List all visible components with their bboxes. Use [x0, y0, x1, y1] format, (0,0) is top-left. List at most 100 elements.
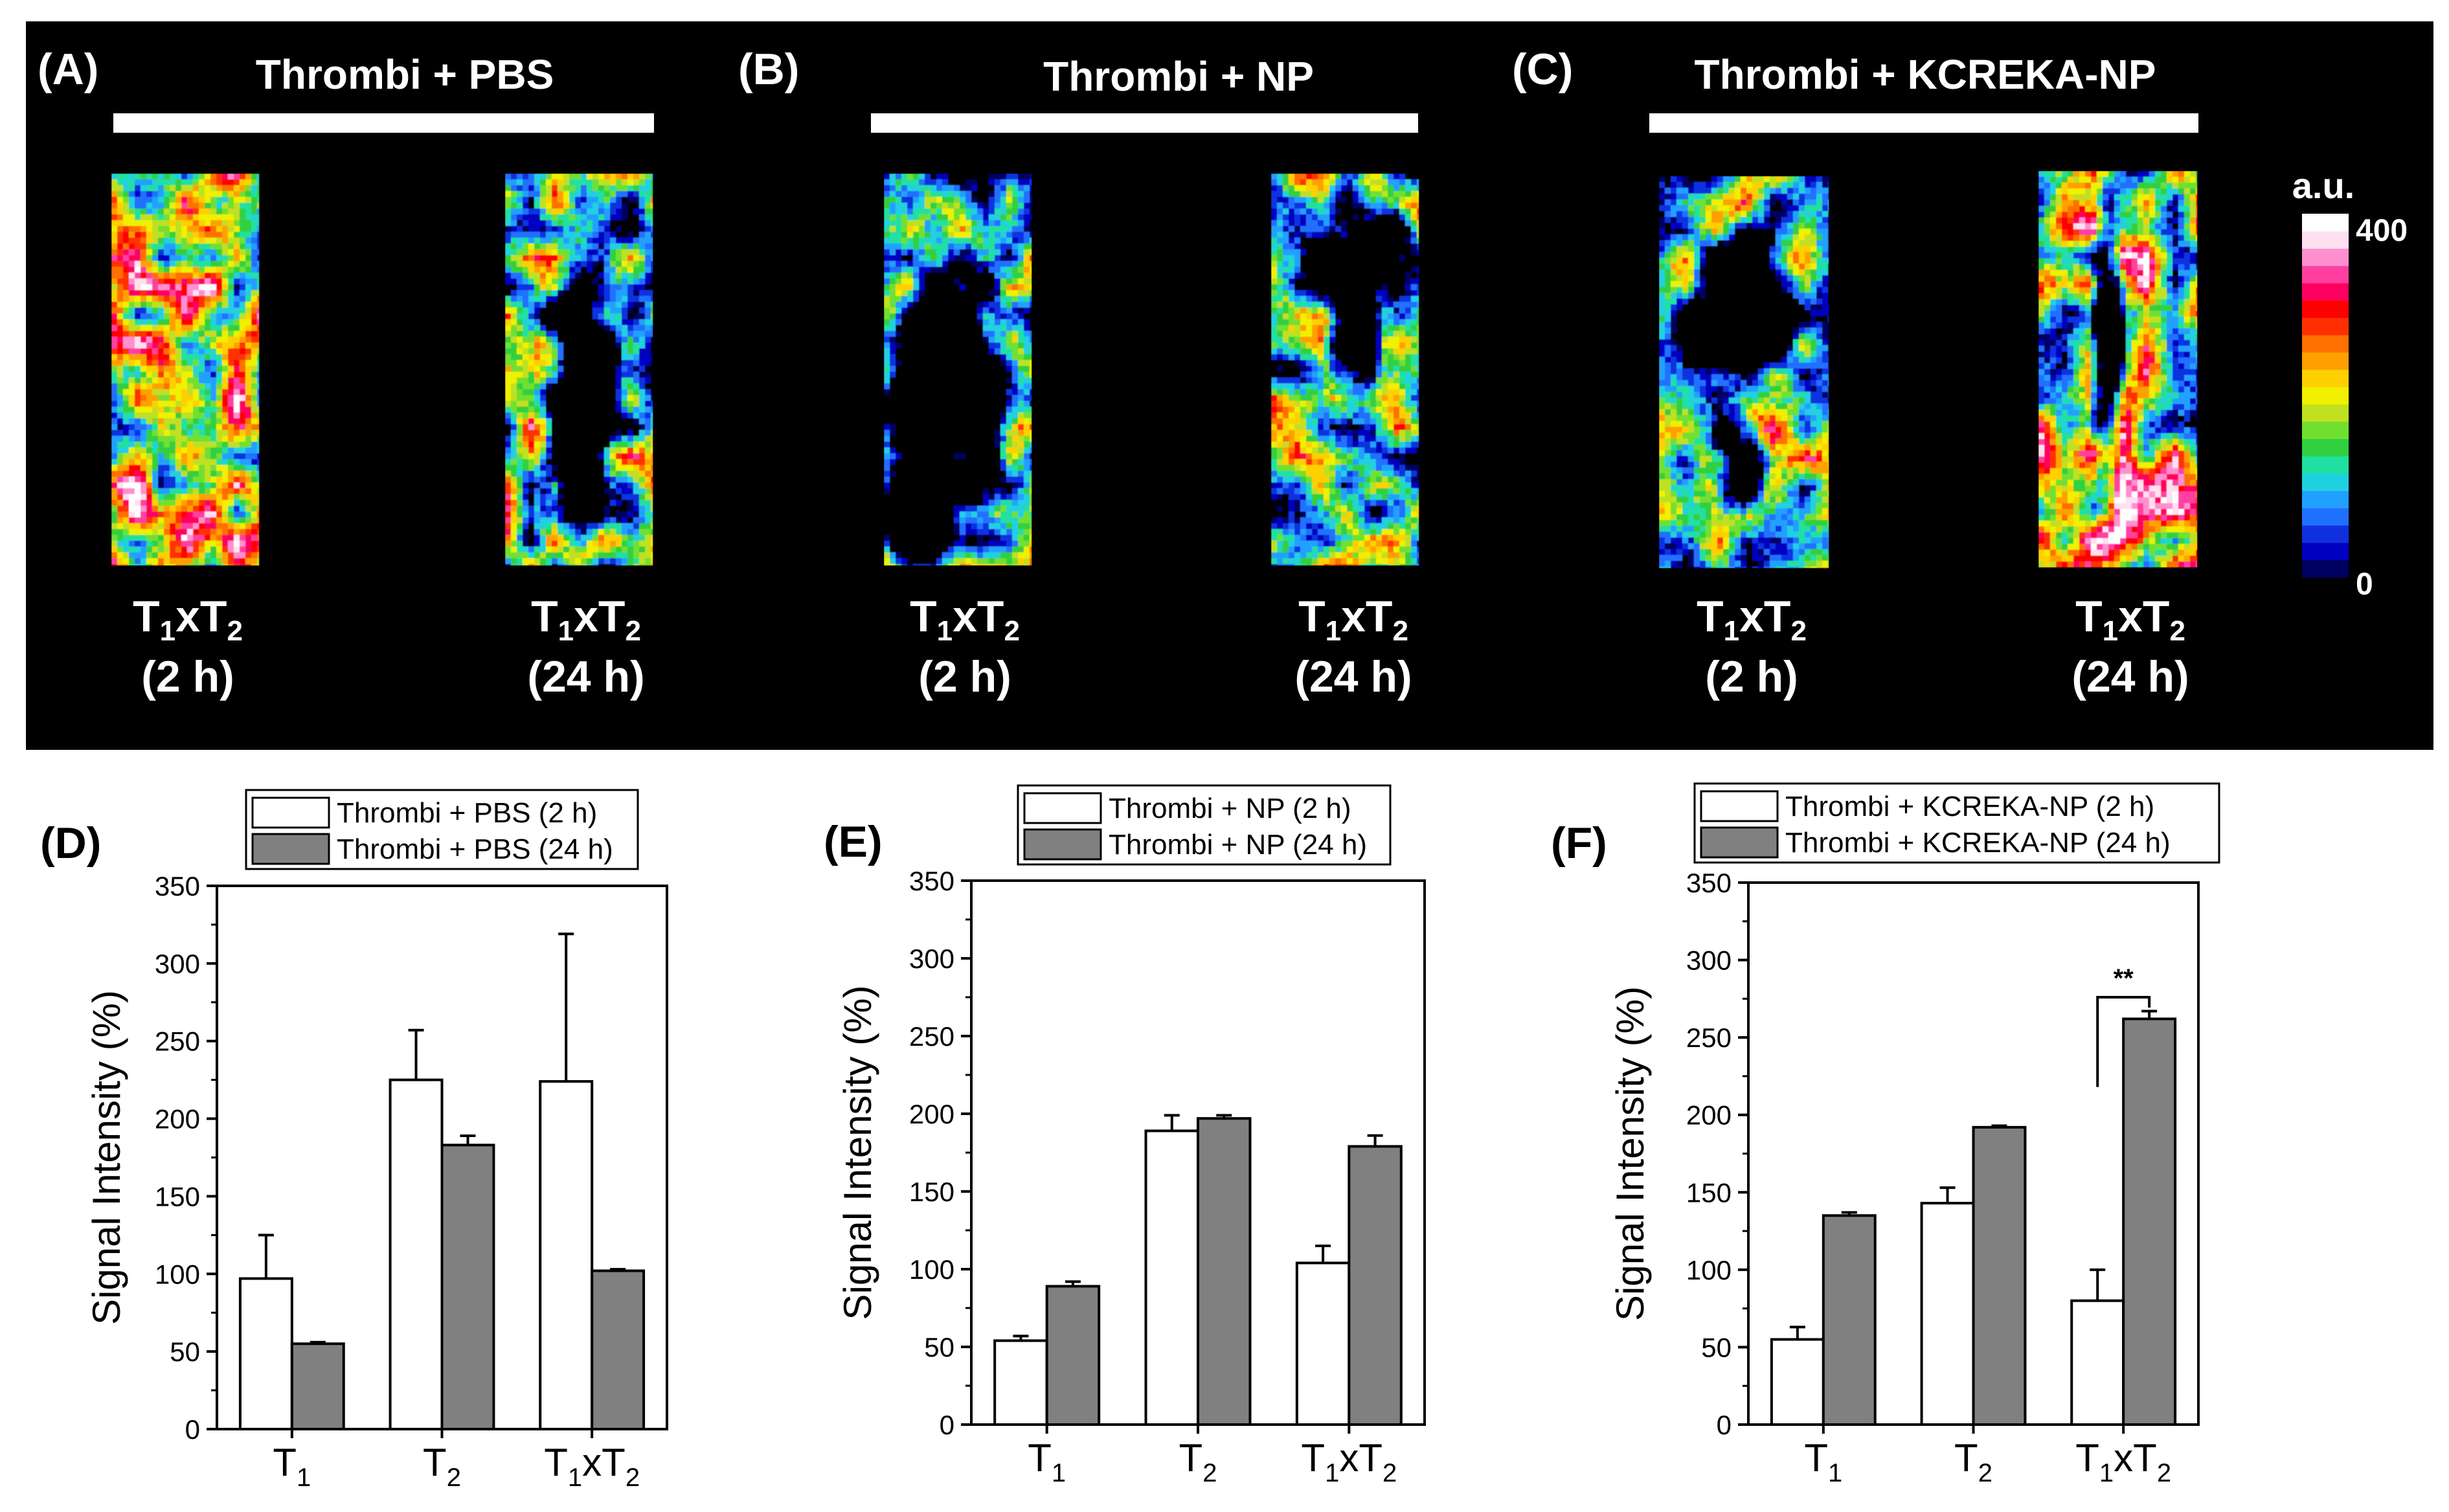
map-pixel — [651, 249, 653, 256]
map-pixel — [540, 407, 547, 413]
map-pixel — [569, 424, 576, 431]
map-pixel — [960, 343, 966, 349]
map-pixel — [942, 179, 949, 186]
map-pixel — [216, 430, 223, 436]
map-pixel — [164, 214, 170, 221]
map-pixel — [977, 232, 984, 238]
map-pixel — [616, 191, 622, 197]
map-pixel — [1030, 203, 1032, 209]
map-pixel — [146, 197, 153, 203]
map-pixel — [931, 296, 937, 302]
map-pixel — [210, 313, 217, 320]
map-pixel — [598, 290, 605, 297]
map-pixel — [1006, 372, 1013, 378]
map-pixel — [907, 243, 914, 250]
map-pixel — [517, 500, 523, 506]
map-pixel — [175, 477, 182, 483]
map-pixel — [936, 366, 943, 372]
map-pixel — [257, 512, 260, 518]
map-pixel — [983, 366, 989, 372]
map-pixel — [135, 564, 141, 566]
map-pixel — [517, 471, 523, 477]
map-pixel — [558, 302, 564, 308]
map-pixel — [181, 255, 188, 262]
map-pixel — [575, 494, 581, 501]
map-pixel — [581, 249, 587, 256]
map-pixel — [141, 447, 147, 454]
map-pixel — [152, 547, 159, 553]
map-pixel — [604, 541, 611, 547]
map-pixel — [1000, 302, 1007, 308]
map-pixel — [540, 278, 547, 285]
map-pixel — [995, 436, 1001, 442]
map-pixel — [170, 179, 176, 186]
map-pixel — [257, 535, 260, 541]
map-pixel — [651, 343, 653, 349]
map-pixel — [983, 249, 989, 256]
map-pixel — [639, 378, 646, 384]
map-pixel — [639, 389, 646, 396]
map-pixel — [234, 243, 240, 250]
map-pixel — [633, 273, 640, 279]
map-pixel — [181, 372, 188, 378]
map-pixel — [592, 267, 599, 273]
map-pixel — [234, 558, 240, 565]
map-pixel — [907, 442, 914, 448]
map-pixel — [528, 372, 535, 378]
map-pixel — [123, 383, 130, 390]
map-pixel — [890, 185, 896, 192]
map-pixel — [616, 523, 622, 530]
map-pixel — [117, 442, 124, 448]
map-pixel — [901, 203, 908, 209]
map-pixel — [948, 232, 954, 238]
map-pixel — [158, 348, 164, 355]
map-pixel — [228, 482, 234, 489]
map-pixel — [645, 302, 651, 308]
map-pixel — [587, 517, 593, 524]
map-pixel — [222, 331, 229, 337]
map-pixel — [123, 191, 130, 197]
map-pixel — [175, 494, 182, 501]
map-pixel — [523, 535, 529, 541]
map-pixel — [175, 191, 182, 197]
map-pixel — [546, 535, 552, 541]
map-pixel — [989, 366, 995, 372]
map-pixel — [210, 436, 217, 442]
map-pixel — [158, 302, 164, 308]
map-pixel — [598, 482, 605, 489]
map-pixel — [627, 278, 634, 285]
map-pixel — [193, 360, 199, 367]
map-pixel — [164, 290, 170, 297]
map-pixel — [552, 185, 558, 192]
map-pixel — [983, 459, 989, 466]
map-pixel — [890, 174, 896, 180]
map-pixel — [604, 174, 611, 180]
map-pixel — [251, 343, 258, 349]
map-pixel — [552, 337, 558, 343]
map-pixel — [977, 238, 984, 244]
map-pixel — [245, 564, 252, 566]
map-pixel — [129, 366, 135, 372]
map-pixel — [942, 185, 949, 192]
map-pixel — [890, 488, 896, 495]
map-pixel — [117, 418, 124, 425]
map-pixel — [505, 517, 512, 524]
map-pixel — [1030, 255, 1032, 262]
map-pixel — [146, 547, 153, 553]
map-pixel — [129, 477, 135, 483]
map-pixel — [989, 378, 995, 384]
map-pixel — [948, 383, 954, 390]
map-pixel — [111, 366, 118, 372]
map-pixel — [170, 261, 176, 267]
map-pixel — [639, 552, 646, 559]
map-pixel — [1018, 313, 1024, 320]
map-pixel — [960, 191, 966, 197]
map-pixel — [164, 477, 170, 483]
map-pixel — [1030, 209, 1032, 215]
map-pixel — [534, 442, 541, 448]
map-pixel — [129, 372, 135, 378]
map-pixel — [528, 424, 535, 431]
map-pixel — [592, 348, 599, 355]
map-pixel — [651, 564, 653, 566]
map-pixel — [505, 407, 512, 413]
